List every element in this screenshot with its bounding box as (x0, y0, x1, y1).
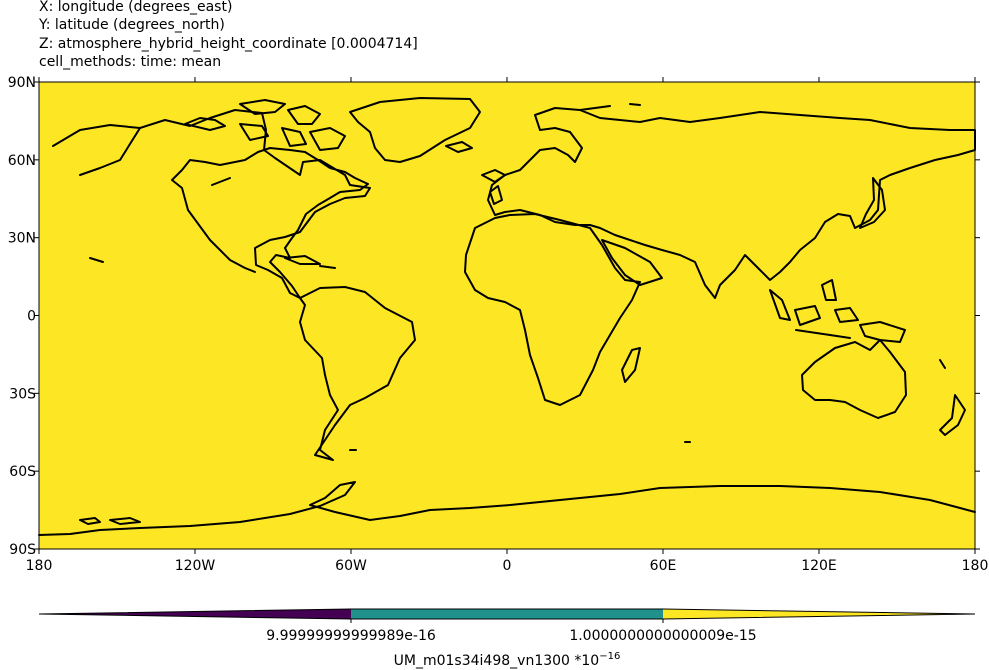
x-tick-label: 60E (650, 558, 677, 574)
coastline-arctic-islands (184, 99, 473, 153)
x-axis: 180 120W 60W 0 60E 120E 180 (26, 77, 989, 574)
coastlines (38, 97, 976, 536)
x-tick-label: 180 (962, 558, 989, 574)
coastline-ross-ice (79, 517, 141, 525)
y-tick-label: 90N (8, 75, 36, 91)
x-tick-label: 120E (801, 558, 837, 574)
y-axis: 90N 60N 30N 0 30S 60S 90S (8, 75, 980, 558)
coastline-greenland (349, 97, 481, 163)
colorbar-segment (663, 609, 975, 619)
coastline-maritime-asia (769, 279, 906, 343)
colorbar-label: UM_m01s34i498_vn1300 *10−16 (394, 651, 621, 669)
y-coordinate-info: Y: latitude (degrees_north) (39, 17, 225, 33)
y-tick-label: 60N (8, 153, 36, 169)
colorbar-tick-label: 9.99999999999989e-16 (266, 628, 436, 644)
coastline-japan (859, 177, 886, 229)
colorbar-label-main: UM_m01s34i498_vn1300 *10 (394, 653, 600, 669)
x-tick-label: 120W (175, 558, 216, 574)
coastline-antarctica (38, 481, 976, 536)
coastline-north-america (52, 109, 371, 299)
coastline-madagascar (621, 347, 641, 383)
coastline-caribbean (89, 255, 336, 269)
coastline-small-islands (349, 359, 946, 451)
coastline-arabia (601, 239, 663, 286)
x-tick-label: 0 (503, 558, 512, 574)
y-tick-label: 0 (27, 309, 36, 325)
colorbar-segment (39, 609, 351, 619)
colorbar-segment (351, 609, 663, 619)
coastline-new-zealand (939, 394, 966, 436)
x-tick-label: 60W (335, 558, 367, 574)
coastline-iceland-uk (481, 169, 506, 205)
coastline-australia (801, 339, 907, 419)
x-tick-label: 180 (26, 558, 53, 574)
map-field (39, 82, 975, 549)
y-tick-label: 30S (9, 386, 36, 402)
cell-methods-info: cell_methods: time: mean (39, 54, 222, 70)
colorbar-tick-label: 1.0000000000000009e-15 (569, 628, 756, 644)
coastline-south-america (299, 286, 416, 461)
y-tick-label: 30N (8, 231, 36, 247)
y-tick-label: 90S (9, 542, 36, 558)
y-tick-label: 60S (9, 464, 36, 480)
coastline-africa (464, 213, 641, 406)
colorbar-label-exponent: −16 (599, 651, 620, 662)
x-coordinate-info: X: longitude (degrees_east) (39, 0, 233, 15)
z-coordinate-info: Z: atmosphere_hybrid_height_coordinate [… (39, 36, 418, 52)
colorbar (38, 608, 976, 623)
